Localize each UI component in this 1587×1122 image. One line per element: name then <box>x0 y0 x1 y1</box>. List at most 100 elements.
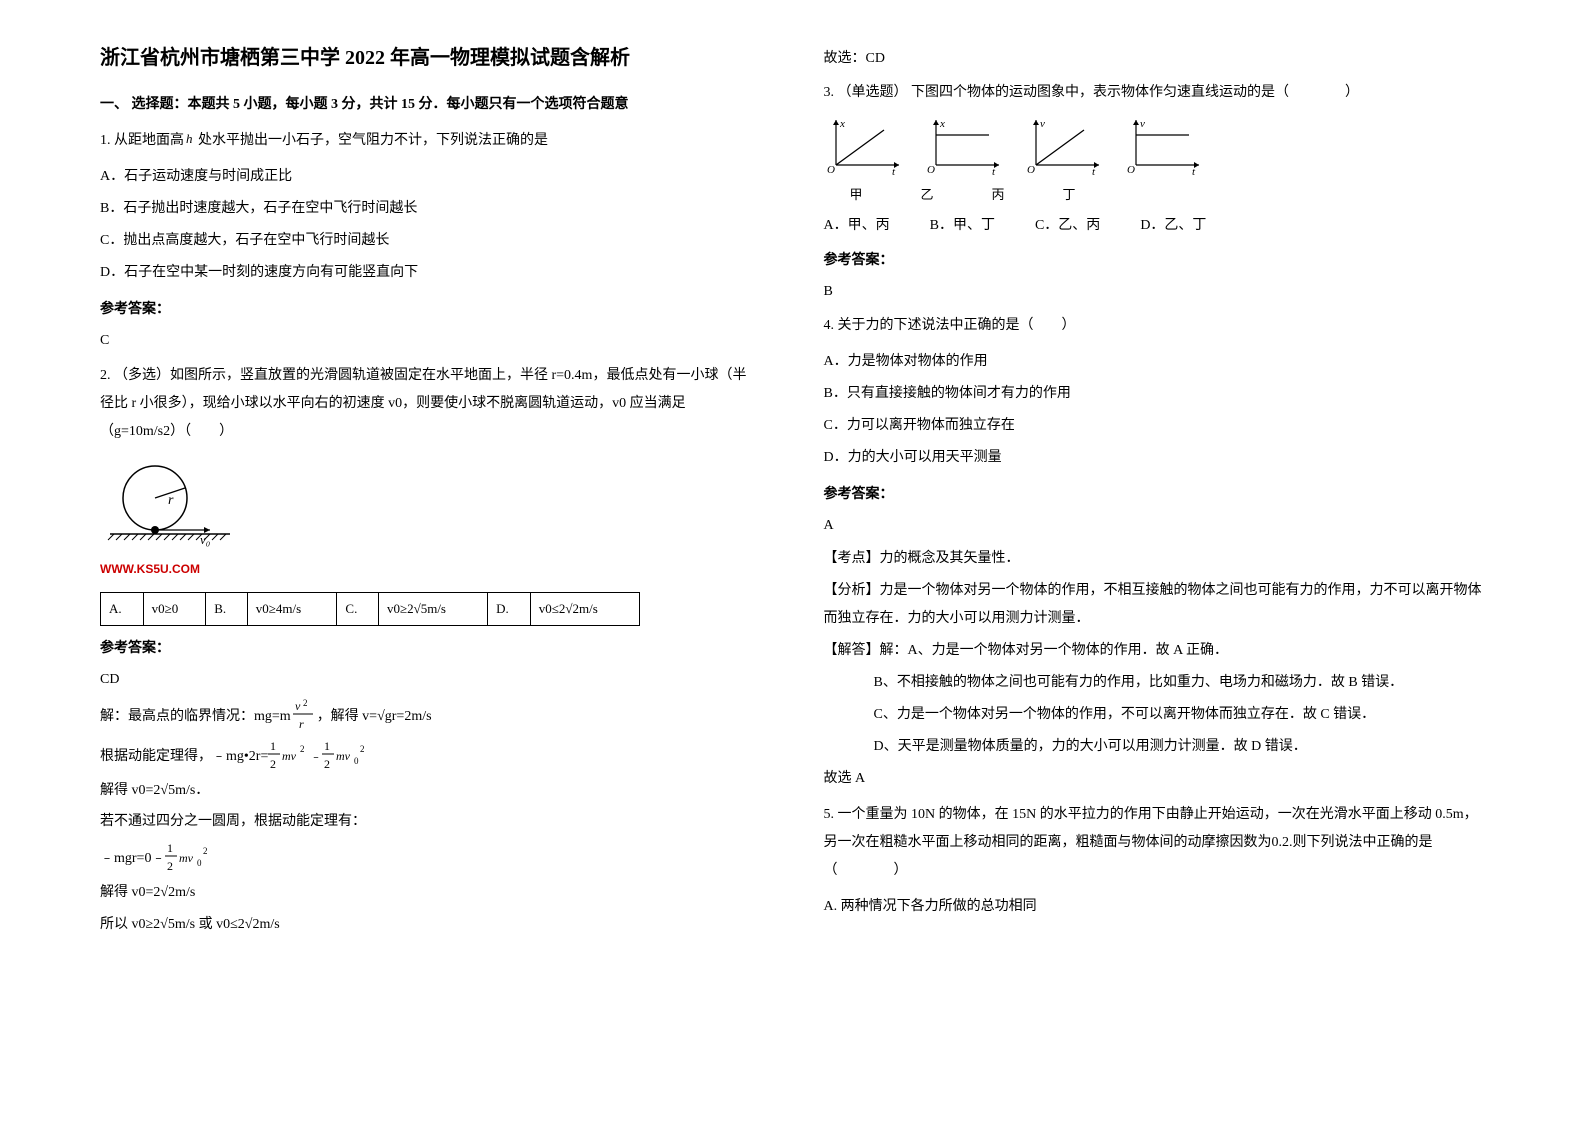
svg-text:2: 2 <box>167 859 173 873</box>
q2-sol1-b: ，解得 v=√gr=2m/s <box>317 709 432 724</box>
h-icon: h <box>184 132 198 146</box>
q1-option-c: C．抛出点高度越大，石子在空中飞行时间越长 <box>100 227 754 255</box>
q1-option-a: A．石子运动速度与时间成正比 <box>100 163 754 191</box>
q2-b-val: v0≥4m/s <box>247 593 337 625</box>
svg-text:2: 2 <box>270 757 276 771</box>
page-title: 浙江省杭州市塘栖第三中学 2022 年高一物理模拟试题含解析 <box>100 40 754 76</box>
q2-sol1-a: 解：最高点的临界情况：mg=m <box>100 709 291 724</box>
svg-text:O: O <box>1027 164 1035 175</box>
q1-stem-b: 处水平抛出一小石子，空气阻力不计，下列说法正确的是 <box>198 133 548 148</box>
q2-sol-6: 解得 v0=2√2m/s <box>100 880 754 905</box>
svg-text:O: O <box>827 164 835 175</box>
svg-text:1: 1 <box>167 841 173 855</box>
label-yi: 乙 <box>921 183 934 206</box>
q4-expl-head: 【解答】解：A、力是一个物体对另一个物体的作用．故 A 正确． <box>824 637 1488 665</box>
q2-d-label: D. <box>488 593 531 625</box>
q1-stem: 1. 从距地面高h 处水平抛出一小石子，空气阻力不计，下列说法正确的是 <box>100 127 754 155</box>
q5-stem: 5. 一个重量为 10N 的物体，在 15N 的水平拉力的作用下由静止开始运动，… <box>824 801 1488 885</box>
q4-option-c: C．力可以离开物体而独立存在 <box>824 412 1488 440</box>
svg-text:O: O <box>1127 164 1135 175</box>
svg-text:﹣: ﹣ <box>310 749 322 763</box>
chart-yi: x t O <box>924 115 1004 175</box>
q3-answer-label: 参考答案： <box>824 248 1488 273</box>
svg-text:h: h <box>186 132 193 146</box>
svg-text:v: v <box>295 699 301 713</box>
svg-text:2: 2 <box>360 744 365 754</box>
ke-formula-2: 12mv02 <box>165 840 225 874</box>
q4-answer-label: 参考答案： <box>824 482 1488 507</box>
q4-sol-b: B、不相接触的物体之间也可能有力的作用，比如重力、电场力和磁场力．故 B 错误． <box>874 669 1488 697</box>
frac-v2-r: v2r <box>291 698 317 732</box>
q1-answer-label: 参考答案： <box>100 297 754 322</box>
q3-answer: B <box>824 279 1488 304</box>
q2-c-val: v0≥2√5m/s <box>378 593 487 625</box>
chart-bing: v t O <box>1024 115 1104 175</box>
svg-text:0: 0 <box>197 858 202 868</box>
svg-text:t: t <box>1092 166 1096 175</box>
label-ding: 丁 <box>1063 183 1076 206</box>
svg-text:1: 1 <box>270 739 276 753</box>
q3-option-d: D．乙、丁 <box>1140 213 1206 238</box>
q4-analysis: 【分析】力是一个物体对另一个物体的作用，不相互接触的物体之间也可能有力的作用，力… <box>824 577 1488 633</box>
chart-ding: v t O <box>1124 115 1204 175</box>
q2-answer: CD <box>100 667 754 692</box>
q2-answer-label: 参考答案： <box>100 636 754 661</box>
q2-a-label: A. <box>101 593 144 625</box>
q4-option-d: D．力的大小可以用天平测量 <box>824 444 1488 472</box>
q4-sol-c: C、力是一个物体对另一个物体的作用，不可以离开物体而独立存在．故 C 错误． <box>874 701 1488 729</box>
q2-conclusion: 故选：CD <box>824 46 1488 71</box>
ke-formula: 12mv2﹣12mv02 <box>268 738 388 772</box>
chart-labels-row: 甲 乙 丙 丁 <box>850 183 1488 206</box>
q1-option-d: D．石子在空中某一时刻的速度方向有可能竖直向下 <box>100 259 754 287</box>
q2-sol-2: 根据动能定理得，﹣mg•2r=12mv2﹣12mv02 <box>100 738 754 772</box>
svg-text:v: v <box>1140 118 1145 130</box>
q2-sol-7: 所以 v0≥2√5m/s 或 v0≤2√2m/s <box>100 912 754 937</box>
q2-sol-4: 若不通过四分之一圆周，根据动能定理有： <box>100 809 754 834</box>
q2-sol-5: ﹣mgr=0﹣12mv02 <box>100 840 754 874</box>
q2-stem: 2. （多选）如图所示，竖直放置的光滑圆轨道被固定在水平地面上，半径 r=0.4… <box>100 362 754 446</box>
q2-options-table: A. v0≥0 B. v0≥4m/s C. v0≥2√5m/s D. v0≤2√… <box>100 592 640 625</box>
q4-option-a: A．力是物体对物体的作用 <box>824 348 1488 376</box>
q4-stem: 4. 关于力的下述说法中正确的是（ ） <box>824 312 1488 340</box>
q1-option-b: B．石子抛出时速度越大，石子在空中飞行时间越长 <box>100 195 754 223</box>
label-jia: 甲 <box>850 183 863 206</box>
chart-jia: x t O <box>824 115 904 175</box>
svg-text:2: 2 <box>300 744 305 754</box>
q4-point: 【考点】力的概念及其矢量性． <box>824 545 1488 573</box>
q2-c-label: C. <box>337 593 379 625</box>
q4-option-b: B．只有直接接触的物体间才有力的作用 <box>824 380 1488 408</box>
svg-text:O: O <box>927 164 935 175</box>
q2-sol-1: 解：最高点的临界情况：mg=mv2r，解得 v=√gr=2m/s <box>100 698 754 732</box>
svg-text:mv: mv <box>179 851 194 865</box>
q4-sol-d: D、天平是测量物体质量的，力的大小可以用测力计测量．故 D 错误． <box>874 733 1488 761</box>
svg-text:0: 0 <box>354 756 359 766</box>
q3-stem: 3. （单选题） 下图四个物体的运动图象中，表示物体作匀速直线运动的是（ ） <box>824 79 1488 107</box>
svg-text:2: 2 <box>324 757 330 771</box>
q2-sol5-text: ﹣mgr=0﹣ <box>100 851 165 866</box>
ks5u-watermark: WWW.KS5U.COM <box>100 559 754 581</box>
q2-b-label: B. <box>206 593 248 625</box>
svg-text:2: 2 <box>303 698 308 708</box>
svg-text:mv: mv <box>282 749 297 763</box>
svg-text:2: 2 <box>203 846 208 856</box>
label-bing: 丙 <box>992 183 1005 206</box>
svg-text:1: 1 <box>324 739 330 753</box>
q5-option-a: A. 两种情况下各力所做的总功相同 <box>824 893 1488 921</box>
svg-text:mv: mv <box>336 749 351 763</box>
q2-sol-3: 解得 v0=2√5m/s． <box>100 778 754 803</box>
section-heading: 一、 选择题：本题共 5 小题，每小题 3 分，共计 15 分．每小题只有一个选… <box>100 92 754 117</box>
svg-text:t: t <box>892 166 896 175</box>
q1-stem-a: 1. 从距地面高 <box>100 133 184 148</box>
q2-diagram: r v₀ WWW.KS5U.COM <box>100 458 754 581</box>
q1-answer: C <box>100 328 754 353</box>
q3-option-a: A．甲、丙 <box>824 213 890 238</box>
svg-text:v: v <box>1040 118 1045 130</box>
q3-charts: x t O x t O v t O <box>824 115 1488 175</box>
q3-options: A．甲、丙 B．甲、丁 C．乙、丙 D．乙、丁 <box>824 213 1488 238</box>
svg-text:x: x <box>939 118 945 130</box>
svg-text:t: t <box>992 166 996 175</box>
q4-conclusion: 故选 A <box>824 765 1488 793</box>
svg-text:t: t <box>1192 166 1196 175</box>
q2-d-val: v0≤2√2m/s <box>530 593 639 625</box>
q2-sol2-text: 根据动能定理得，﹣mg•2r= <box>100 749 268 764</box>
